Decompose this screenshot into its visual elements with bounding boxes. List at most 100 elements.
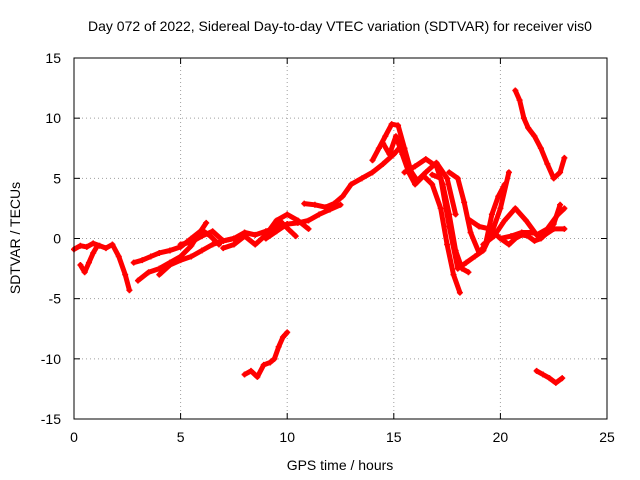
chart-title: Day 072 of 2022, Sidereal Day-to-day VTE… bbox=[88, 18, 592, 34]
data-point bbox=[420, 172, 427, 179]
data-point bbox=[512, 235, 519, 242]
series-trace bbox=[429, 169, 512, 272]
data-point bbox=[388, 121, 395, 128]
data-point bbox=[230, 241, 237, 248]
data-point bbox=[456, 289, 463, 296]
series-arc-21 bbox=[533, 367, 566, 386]
data-point bbox=[277, 218, 284, 225]
data-point bbox=[247, 367, 254, 374]
data-point bbox=[375, 145, 382, 152]
data-point bbox=[497, 235, 504, 242]
data-point bbox=[130, 259, 137, 266]
data-point bbox=[508, 233, 515, 240]
x-tick-label: 10 bbox=[279, 429, 295, 445]
data-point bbox=[465, 216, 472, 223]
data-point bbox=[476, 249, 483, 256]
data-point bbox=[476, 223, 483, 230]
data-point bbox=[83, 243, 90, 250]
data-point bbox=[230, 235, 237, 242]
x-tick-label: 0 bbox=[70, 429, 78, 445]
data-point bbox=[262, 235, 269, 242]
data-point bbox=[273, 217, 280, 224]
y-tick-label: 5 bbox=[53, 170, 61, 186]
series-arc-18 bbox=[497, 201, 564, 248]
data-point bbox=[444, 241, 451, 248]
data-point bbox=[546, 375, 553, 382]
series-arc-20 bbox=[241, 329, 291, 380]
data-point bbox=[537, 235, 544, 242]
data-point bbox=[260, 361, 267, 368]
data-point bbox=[322, 204, 329, 211]
data-point bbox=[561, 154, 568, 161]
y-tick-label: 10 bbox=[45, 110, 61, 126]
data-point bbox=[156, 249, 163, 256]
data-point bbox=[471, 253, 478, 260]
data-point bbox=[561, 205, 568, 212]
data-point bbox=[544, 229, 551, 236]
data-point bbox=[544, 160, 551, 167]
data-point bbox=[305, 217, 312, 224]
data-point bbox=[501, 217, 508, 224]
data-point bbox=[480, 241, 487, 248]
series-arc-19 bbox=[512, 87, 568, 182]
y-axis-label: SDTVAR / TECUs bbox=[7, 182, 23, 294]
data-point bbox=[550, 175, 557, 182]
data-point bbox=[495, 193, 502, 200]
y-tick-label: -10 bbox=[41, 351, 61, 367]
data-point bbox=[446, 169, 453, 176]
data-point bbox=[115, 253, 122, 260]
data-point bbox=[512, 205, 519, 212]
series-trace bbox=[512, 88, 567, 181]
data-point bbox=[501, 181, 508, 188]
data-point bbox=[454, 265, 461, 272]
data-point bbox=[429, 181, 436, 188]
data-point bbox=[557, 201, 564, 208]
data-point bbox=[463, 259, 470, 266]
data-point bbox=[337, 201, 344, 208]
data-point bbox=[531, 237, 538, 244]
data-point bbox=[286, 227, 293, 234]
series-arc-8 bbox=[262, 201, 344, 242]
data-point bbox=[279, 334, 286, 341]
data-point bbox=[516, 97, 523, 104]
data-point bbox=[429, 171, 436, 178]
data-point bbox=[94, 242, 101, 249]
data-point bbox=[497, 205, 504, 212]
data-point bbox=[386, 151, 393, 158]
data-point bbox=[446, 223, 453, 230]
series-trace bbox=[269, 219, 299, 239]
data-point bbox=[422, 156, 429, 163]
data-point bbox=[166, 261, 173, 268]
data-point bbox=[122, 271, 129, 278]
data-point bbox=[437, 175, 444, 182]
data-point bbox=[177, 257, 184, 264]
data-point bbox=[209, 228, 216, 235]
x-tick-label: 20 bbox=[493, 429, 509, 445]
data-point bbox=[156, 271, 163, 278]
data-point bbox=[241, 371, 248, 378]
data-point bbox=[90, 240, 97, 247]
data-point bbox=[392, 133, 399, 140]
data-point bbox=[166, 247, 173, 254]
series-trace bbox=[263, 202, 343, 241]
data-point bbox=[505, 169, 512, 176]
data-point bbox=[559, 375, 566, 382]
data-point bbox=[533, 231, 540, 238]
data-point bbox=[203, 219, 210, 226]
data-point bbox=[512, 87, 519, 94]
data-point bbox=[147, 253, 154, 260]
data-point bbox=[540, 371, 547, 378]
data-point bbox=[316, 211, 323, 218]
data-point bbox=[241, 233, 248, 240]
data-point bbox=[271, 355, 278, 362]
data-point bbox=[461, 199, 468, 206]
data-point bbox=[305, 225, 312, 232]
x-tick-label: 25 bbox=[599, 429, 615, 445]
data-point bbox=[518, 231, 525, 238]
data-point bbox=[505, 241, 512, 248]
data-point bbox=[348, 181, 355, 188]
data-markers bbox=[71, 87, 568, 386]
plot-area bbox=[74, 58, 607, 419]
data-point bbox=[109, 241, 116, 248]
data-point bbox=[412, 163, 419, 170]
